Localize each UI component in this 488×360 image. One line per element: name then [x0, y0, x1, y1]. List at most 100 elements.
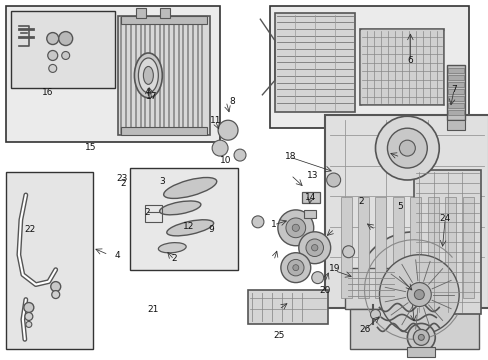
- Bar: [274, 13, 354, 112]
- Ellipse shape: [166, 220, 213, 236]
- Bar: [407, 347, 434, 357]
- Bar: [444, 197, 455, 298]
- Bar: [349, 310, 478, 349]
- Text: 2: 2: [358, 197, 364, 206]
- Circle shape: [61, 51, 69, 59]
- Bar: [121, 15, 207, 24]
- Circle shape: [305, 239, 323, 257]
- Bar: [462, 197, 473, 298]
- Text: 5: 5: [397, 202, 403, 211]
- Circle shape: [47, 32, 59, 45]
- Bar: [136, 8, 146, 18]
- Bar: [447, 103, 463, 108]
- Text: 10: 10: [220, 156, 231, 165]
- Bar: [301, 192, 319, 203]
- Bar: [447, 110, 463, 115]
- Text: 3: 3: [159, 177, 164, 186]
- Bar: [130, 168, 238, 270]
- Text: 18: 18: [284, 152, 295, 161]
- Bar: [247, 289, 327, 324]
- Circle shape: [280, 253, 310, 283]
- Circle shape: [356, 232, 471, 347]
- Circle shape: [413, 289, 424, 300]
- Circle shape: [298, 232, 330, 264]
- Text: 2: 2: [144, 208, 150, 217]
- Circle shape: [407, 323, 434, 351]
- Text: 26: 26: [359, 325, 370, 334]
- Circle shape: [52, 291, 60, 298]
- Text: 19: 19: [328, 265, 340, 274]
- Text: 21: 21: [147, 305, 158, 314]
- Text: 25: 25: [272, 332, 284, 341]
- Bar: [145, 205, 162, 222]
- Circle shape: [379, 255, 458, 334]
- Ellipse shape: [134, 53, 162, 98]
- Ellipse shape: [138, 58, 158, 93]
- Text: 11: 11: [209, 116, 221, 125]
- Bar: [447, 68, 463, 73]
- Bar: [340, 197, 351, 298]
- Text: 17: 17: [146, 92, 157, 101]
- Bar: [447, 96, 463, 101]
- Circle shape: [285, 218, 305, 238]
- Circle shape: [412, 329, 428, 345]
- Circle shape: [26, 321, 32, 328]
- Bar: [447, 66, 464, 120]
- Circle shape: [234, 149, 245, 161]
- Text: 16: 16: [41, 87, 53, 96]
- Bar: [359, 28, 443, 105]
- Circle shape: [277, 210, 313, 246]
- Text: 12: 12: [183, 222, 194, 231]
- Bar: [447, 89, 463, 94]
- Circle shape: [59, 32, 73, 45]
- Text: 4: 4: [115, 251, 121, 260]
- Circle shape: [218, 120, 238, 140]
- Bar: [357, 197, 368, 298]
- Bar: [6, 6, 220, 142]
- Bar: [447, 82, 463, 87]
- Bar: [121, 127, 207, 135]
- Circle shape: [251, 216, 264, 228]
- Text: 7: 7: [450, 85, 456, 94]
- Text: 14: 14: [304, 193, 315, 202]
- Text: 13: 13: [306, 171, 318, 180]
- Circle shape: [311, 272, 323, 284]
- Circle shape: [48, 50, 58, 60]
- Circle shape: [24, 302, 34, 312]
- Bar: [303, 210, 315, 218]
- Circle shape: [326, 173, 340, 187]
- Text: 8: 8: [228, 97, 234, 106]
- Ellipse shape: [159, 201, 201, 215]
- Circle shape: [370, 310, 380, 319]
- Circle shape: [342, 246, 354, 258]
- Circle shape: [311, 244, 317, 251]
- Ellipse shape: [143, 67, 153, 84]
- Circle shape: [386, 128, 427, 168]
- Ellipse shape: [163, 177, 216, 198]
- Text: 23: 23: [116, 174, 127, 183]
- Bar: [269, 6, 468, 128]
- Text: 24: 24: [439, 214, 450, 223]
- Text: 6: 6: [407, 57, 412, 66]
- Circle shape: [399, 140, 414, 156]
- Circle shape: [51, 282, 61, 292]
- Bar: [413, 170, 480, 315]
- Bar: [447, 120, 464, 130]
- Circle shape: [212, 140, 227, 156]
- Bar: [6, 172, 92, 349]
- Circle shape: [292, 265, 298, 271]
- Circle shape: [407, 283, 430, 306]
- Bar: [344, 268, 397, 310]
- Text: 2: 2: [120, 179, 125, 188]
- Circle shape: [25, 312, 33, 320]
- Circle shape: [287, 260, 304, 276]
- Text: 1: 1: [270, 220, 276, 229]
- Text: 15: 15: [85, 143, 97, 152]
- Bar: [375, 197, 386, 298]
- Text: 9: 9: [208, 225, 214, 234]
- Bar: [11, 11, 115, 88]
- Bar: [118, 15, 210, 135]
- Circle shape: [49, 64, 57, 72]
- Ellipse shape: [158, 243, 186, 253]
- Bar: [324, 115, 488, 307]
